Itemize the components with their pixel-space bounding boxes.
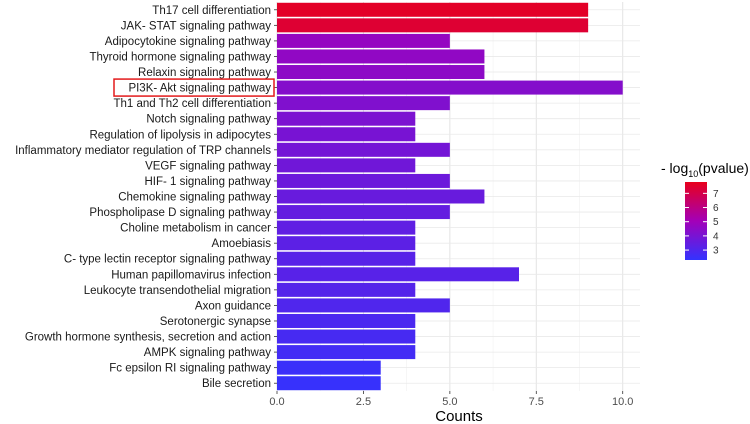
bar: [277, 2, 589, 17]
bar: [277, 158, 416, 173]
legend-title: - log10(pvalue): [661, 160, 749, 179]
category-label: C- type lectin receptor signaling pathwa…: [64, 254, 271, 266]
bar: [277, 267, 519, 282]
legend-colorbar: [685, 182, 707, 260]
x-axis-title: Counts: [435, 408, 483, 424]
category-label: Notch signaling pathway: [146, 114, 271, 126]
category-label: Thyroid hormone signaling pathway: [89, 51, 271, 63]
legend-tick-label: 6: [713, 203, 719, 214]
category-label: Leukocyte transendothelial migration: [84, 285, 271, 297]
bar: [277, 313, 416, 328]
category-label: Th1 and Th2 cell differentiation: [114, 98, 272, 110]
highlight-box: [113, 78, 275, 97]
category-label: Th17 cell differentiation: [152, 5, 271, 17]
legend-title-suffix: (pvalue): [698, 160, 749, 176]
legend-title-subscript: 10: [688, 169, 698, 179]
bar: [277, 345, 416, 360]
x-tick-label: 10.0: [612, 396, 633, 408]
category-label: Relaxin signaling pathway: [138, 67, 271, 79]
bar: [277, 220, 416, 235]
bar: [277, 96, 450, 111]
bar: [277, 360, 381, 375]
category-label: Choline metabolism in cancer: [120, 223, 271, 235]
category-label: VEGF signaling pathway: [145, 160, 271, 172]
category-label: Chemokine signaling pathway: [118, 192, 271, 204]
category-label: Axon guidance: [195, 300, 271, 312]
color-legend: - log10(pvalue) 3 4 5 6 7: [661, 160, 749, 260]
bar: [277, 49, 485, 64]
x-tick-label: 2.5: [356, 396, 371, 408]
bar: [277, 111, 416, 126]
legend-tick-label: 7: [713, 189, 719, 200]
category-label: Human papillomavirus infection: [111, 269, 271, 281]
bar: [277, 189, 485, 204]
category-label: Phospholipase D signaling pathway: [89, 207, 271, 219]
category-label: JAK- STAT signaling pathway: [121, 20, 271, 32]
category-labels: Th17 cell differentiation JAK- STAT signa…: [15, 5, 277, 390]
bar: [277, 80, 623, 95]
bar: [277, 329, 416, 344]
bar: [277, 173, 450, 188]
bar: [277, 236, 416, 251]
bar: [277, 376, 381, 391]
bar: [277, 18, 589, 33]
x-tick-label: 7.5: [529, 396, 544, 408]
x-tick-label: 0.0: [269, 396, 284, 408]
bar: [277, 65, 485, 80]
category-label: Serotonergic synapse: [160, 316, 271, 328]
bar: [277, 142, 450, 157]
category-label: Amoebiasis: [212, 238, 272, 250]
legend-tick-label: 4: [713, 231, 719, 242]
category-label: Adipocytokine signaling pathway: [105, 36, 271, 48]
x-axis-ticks: 0.0 2.5 5.0 7.5 10.0: [269, 391, 633, 408]
category-label: Bile secretion: [202, 378, 271, 390]
x-tick-label: 5.0: [442, 396, 457, 408]
bar: [277, 33, 450, 48]
category-label: PI3K- Akt signaling pathway: [128, 83, 271, 95]
bar: [277, 205, 450, 220]
category-label: HIF- 1 signaling pathway: [144, 176, 271, 188]
bar: [277, 251, 416, 266]
bar: [277, 282, 416, 297]
category-label: Regulation of lipolysis in adipocytes: [89, 129, 271, 141]
category-label: Growth hormone synthesis, secretion and …: [25, 332, 271, 344]
legend-tick-label: 5: [713, 217, 719, 228]
bar: [277, 127, 416, 142]
category-label: Inflammatory mediator regulation of TRP …: [15, 145, 271, 157]
legend-title-prefix: - log: [661, 160, 688, 176]
bars: [277, 2, 623, 391]
legend-tick-label: 3: [713, 246, 719, 257]
category-label: AMPK signaling pathway: [144, 347, 271, 359]
legend-ticks: 3 4 5 6 7: [685, 189, 719, 257]
category-label: Fc epsilon RI signaling pathway: [109, 363, 271, 375]
bar: [277, 298, 450, 313]
